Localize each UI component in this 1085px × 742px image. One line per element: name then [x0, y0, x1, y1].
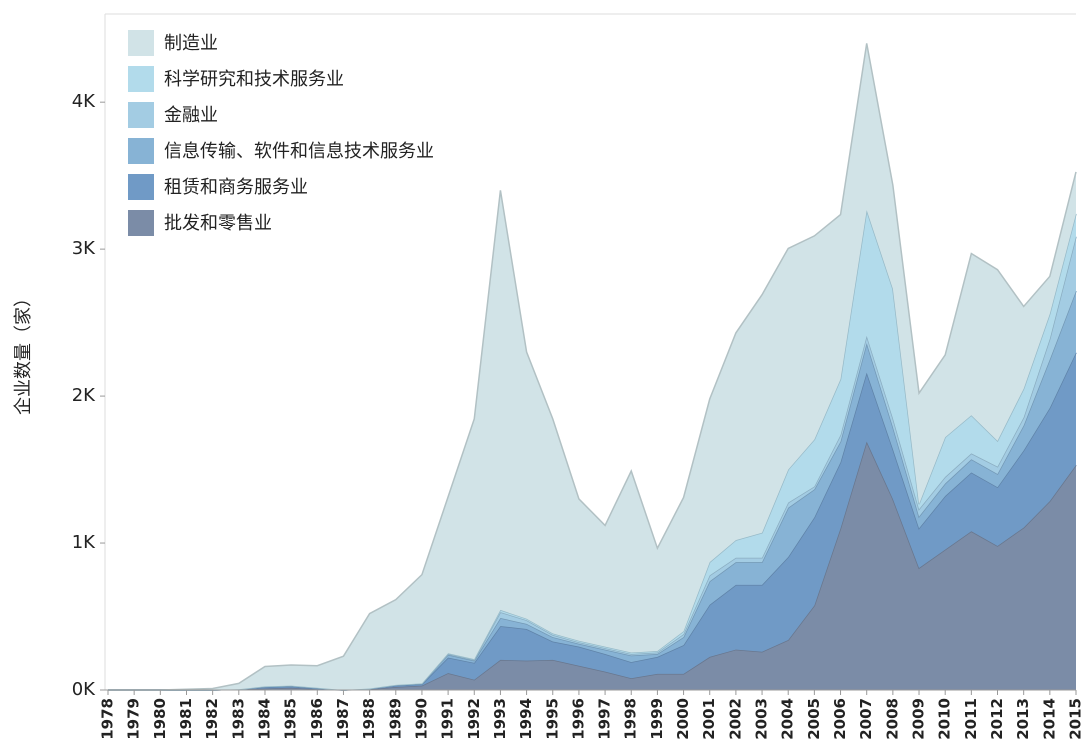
legend-swatch	[128, 102, 154, 128]
x-tick-label: 1980	[151, 698, 169, 740]
area-edge	[108, 43, 1077, 691]
x-tick-label: 1982	[203, 698, 221, 740]
legend-swatch	[128, 210, 154, 236]
x-tick-label: 2015	[1067, 698, 1085, 740]
area	[108, 43, 1076, 691]
x-tick-label: 2002	[726, 698, 744, 740]
x-tick-label: 1995	[543, 698, 561, 740]
legend-label: 信息传输、软件和信息技术服务业	[164, 141, 434, 162]
x-tick-label: 2007	[857, 698, 875, 740]
x-tick-label: 2014	[1040, 698, 1058, 740]
x-tick-label: 2012	[988, 698, 1006, 740]
legend-label: 制造业	[164, 33, 218, 54]
x-tick-label: 1978	[99, 698, 117, 740]
x-tick-label: 1984	[255, 698, 273, 740]
x-tick-label: 1987	[334, 698, 352, 740]
legend-label: 租赁和商务服务业	[164, 177, 308, 198]
x-tick-label: 1998	[622, 698, 640, 740]
y-tick-label: 3K	[72, 238, 96, 259]
x-tick-label: 2004	[779, 698, 797, 740]
x-tick-label: 1981	[177, 698, 195, 740]
x-tick-label: 1996	[569, 698, 587, 740]
x-tick-label: 1985	[282, 698, 300, 740]
x-tick-label: 2001	[700, 698, 718, 740]
x-tick-label: 2009	[910, 698, 928, 740]
x-tick-label: 2010	[936, 698, 954, 740]
x-tick-label: 2003	[753, 698, 771, 740]
legend-label: 科学研究和技术服务业	[164, 69, 344, 90]
x-tick-label: 2005	[805, 698, 823, 740]
legend-swatch	[128, 138, 154, 164]
x-tick-label: 1991	[439, 698, 457, 740]
x-tick-label: 1999	[648, 698, 666, 740]
legend-swatch	[128, 30, 154, 56]
x-tick-label: 1989	[386, 698, 404, 740]
x-tick-label: 1993	[491, 698, 509, 740]
x-tick-label: 1988	[360, 698, 378, 740]
x-tick-label: 1997	[596, 698, 614, 740]
y-axis-label: 企业数量（家）	[13, 289, 34, 415]
y-tick-label: 2K	[72, 385, 96, 406]
y-tick-label: 0K	[72, 679, 96, 700]
legend-label: 批发和零售业	[164, 213, 272, 234]
legend-swatch	[128, 174, 154, 200]
x-tick-label: 2013	[1014, 698, 1032, 740]
x-tick-label: 1986	[308, 698, 326, 740]
x-tick-label: 1990	[412, 698, 430, 740]
x-tick-label: 2011	[962, 698, 980, 740]
legend-swatch	[128, 66, 154, 92]
x-tick-label: 1983	[229, 698, 247, 740]
x-tick-label: 2000	[674, 698, 692, 740]
x-tick-label: 2008	[883, 698, 901, 740]
x-tick-label: 1979	[125, 698, 143, 740]
y-tick-label: 1K	[72, 532, 96, 553]
area	[108, 441, 1076, 690]
x-tick-label: 1994	[517, 698, 535, 740]
y-tick-label: 4K	[72, 91, 96, 112]
x-tick-label: 1992	[465, 698, 483, 740]
legend-label: 金融业	[164, 105, 218, 126]
x-tick-label: 2006	[831, 698, 849, 740]
